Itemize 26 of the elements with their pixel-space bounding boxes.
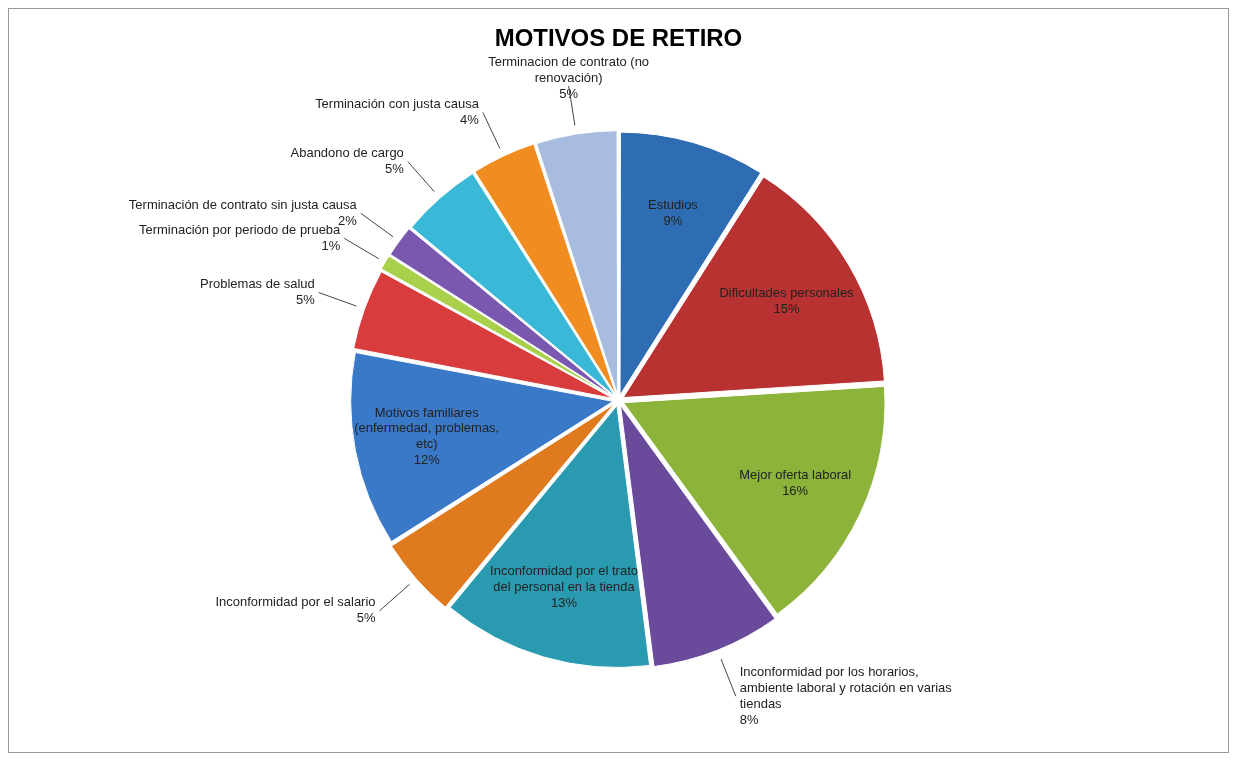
data-label: 8%	[739, 711, 759, 727]
slice-label: Terminacion de contrato (no renovación)	[488, 53, 650, 85]
data-label: 16%	[782, 482, 809, 498]
chart-title: MOTIVOS DE RETIRO	[494, 23, 743, 51]
data-label: 4%	[460, 111, 480, 127]
data-label: 2%	[338, 212, 358, 228]
data-label: 12%	[413, 452, 441, 468]
data-label: 1%	[321, 237, 341, 253]
slice-label: Inconformidad por el trato del personal en la tienda	[490, 563, 638, 595]
slice-label: Dificultades personales	[719, 284, 855, 300]
data-label: 5%	[296, 292, 316, 308]
data-label: 15%	[773, 300, 800, 316]
data-label: 13%	[551, 595, 578, 611]
slice-label: Terminación con justa causa	[315, 95, 480, 111]
data-label: 5%	[356, 610, 376, 626]
slice-label: Inconformidad por los horarios, ambiente laboral y rotación en varias tiendas	[739, 663, 953, 711]
slice-label: Estudios	[648, 196, 699, 212]
slice-label: Mejor oferta laboral	[739, 466, 852, 482]
slice-label: Terminación de contrato sin justa causa	[128, 196, 358, 212]
slice-label: Problemas de salud	[200, 276, 315, 292]
data-label: 5%	[385, 161, 405, 177]
slice-label: Motivos familiares (enfermedad, problemas, etc)	[354, 404, 500, 452]
slice-label: Inconformidad por el salario	[215, 594, 376, 610]
data-label: 9%	[663, 212, 683, 228]
data-label: 5%	[559, 85, 579, 101]
slice-label: Abandono de cargo	[290, 145, 404, 161]
